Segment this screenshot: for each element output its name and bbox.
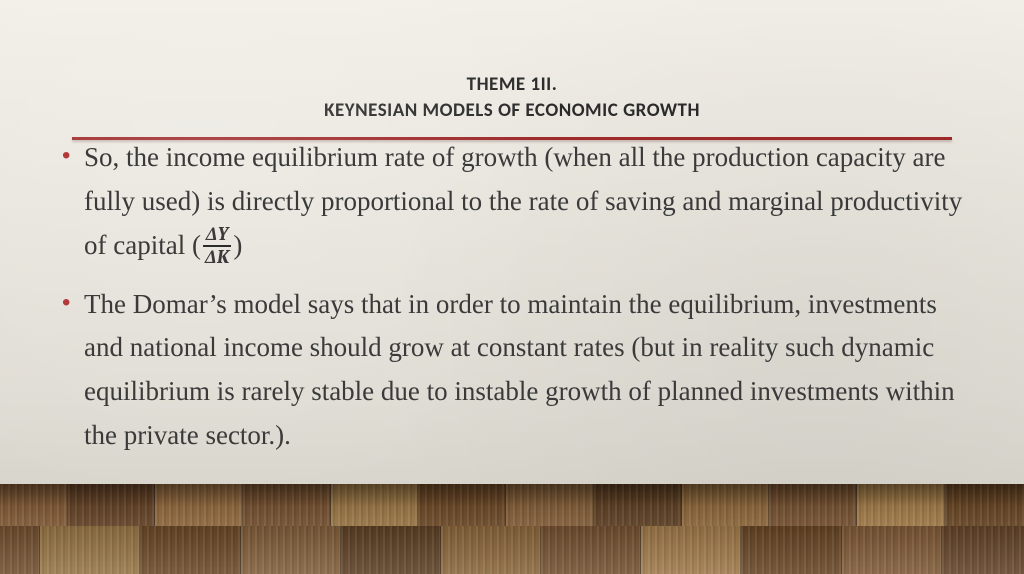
- plank: [741, 526, 841, 574]
- fraction-denominator: ΔK: [203, 247, 231, 267]
- bullet-text-post: ): [233, 230, 242, 260]
- bullet-item: The Domar’s model says that in order to …: [56, 283, 968, 458]
- fraction: ΔYΔK: [201, 225, 233, 267]
- plank: [769, 484, 857, 526]
- plank: [945, 484, 1024, 526]
- plank: [140, 526, 240, 574]
- title-line-2: KEYNESIAN MODELS OF ECONOMIC GROWTH: [0, 98, 1024, 124]
- plank-row: [0, 526, 1024, 574]
- plank: [942, 526, 1024, 574]
- plank: [68, 484, 156, 526]
- fraction-numerator: ΔY: [203, 225, 231, 247]
- plank: [241, 526, 341, 574]
- plank: [331, 484, 419, 526]
- plank: [842, 526, 942, 574]
- plank-row: [0, 484, 1024, 526]
- plank: [682, 484, 770, 526]
- plank: [243, 484, 331, 526]
- bullet-text-pre: The Domar’s model says that in order to …: [84, 289, 955, 450]
- wood-floor: [0, 484, 1024, 574]
- plank: [641, 526, 741, 574]
- plank: [0, 484, 68, 526]
- slide: THEME 1II. KEYNESIAN MODELS OF ECONOMIC …: [0, 0, 1024, 574]
- plank: [40, 526, 140, 574]
- plank: [0, 526, 40, 574]
- plank: [418, 484, 506, 526]
- bullet-list: So, the income equilibrium rate of growt…: [56, 136, 968, 457]
- plank: [594, 484, 682, 526]
- title-line-1: THEME 1II.: [0, 72, 1024, 98]
- title-block: THEME 1II. KEYNESIAN MODELS OF ECONOMIC …: [0, 0, 1024, 131]
- plank: [857, 484, 945, 526]
- plank: [506, 484, 594, 526]
- plank: [155, 484, 243, 526]
- content-area: So, the income equilibrium rate of growt…: [0, 136, 1024, 457]
- plank: [341, 526, 441, 574]
- bullet-item: So, the income equilibrium rate of growt…: [56, 136, 968, 268]
- plank: [441, 526, 541, 574]
- plank: [541, 526, 641, 574]
